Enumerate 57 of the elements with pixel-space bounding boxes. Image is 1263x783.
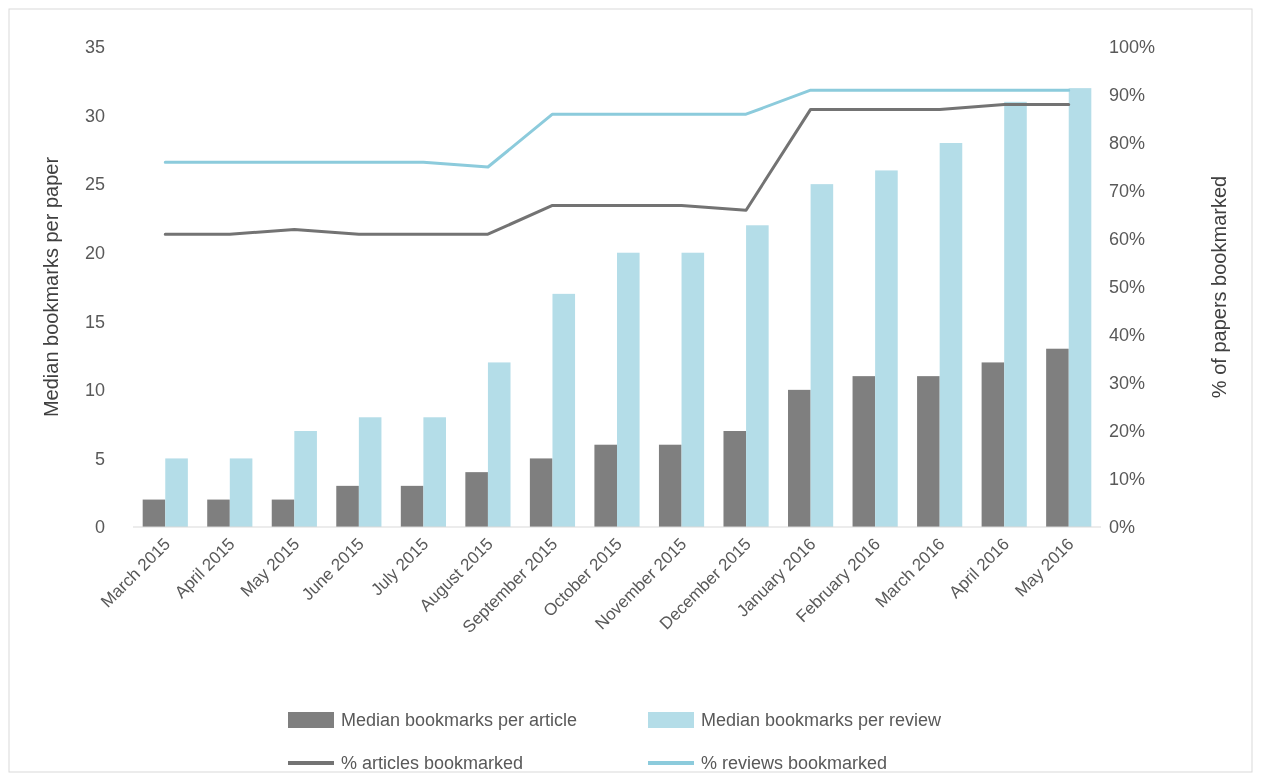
bar [142,499,166,527]
bar [981,362,1005,527]
y2-tick-label: 70% [1109,181,1146,202]
bar [917,376,940,527]
y-tick-label: 25 [84,174,105,195]
y2-tick-label: 0% [1109,517,1136,538]
bar [939,143,963,527]
bar [810,184,834,527]
y2-tick-label: 40% [1109,325,1146,346]
y-axis-title: Median bookmarks per paper [40,156,62,418]
legend-label: Median bookmarks per review [701,710,943,731]
bar [165,458,188,527]
bar [1046,348,1069,527]
y2-tick-label: 10% [1109,469,1146,490]
y2-tick-label: 50% [1109,277,1146,298]
bar [552,293,576,527]
bar [723,431,747,527]
bar [400,485,424,527]
y-tick-label: 10 [84,380,105,401]
bar [875,170,898,527]
y2-axis-title: % of papers bookmarked [1208,175,1230,399]
y2-tick-label: 80% [1109,133,1146,154]
bar [487,362,511,527]
bar [1068,88,1092,527]
line-series [163,88,1071,169]
legend-label: Median bookmarks per article [341,710,578,731]
bar [681,252,705,527]
y2-tick-label: 100% [1109,37,1156,58]
y2-tick-label: 30% [1109,373,1146,394]
bar [465,472,488,527]
bar [746,225,769,527]
bar [336,485,359,527]
y2-tick-label: 60% [1109,229,1146,250]
bar [423,417,446,527]
legend-label: % reviews bookmarked [701,753,888,774]
bar [788,389,811,527]
line-series [163,103,1071,236]
y-tick-label: 30 [84,105,105,126]
bar [207,499,230,527]
bar [358,417,382,527]
bar [529,458,553,527]
bar [229,458,253,527]
y-tick-label: 20 [84,243,105,264]
y-tick-label: 5 [94,448,105,469]
y2-tick-label: 20% [1109,421,1146,442]
y-tick-label: 0 [94,517,105,538]
y-tick-label: 35 [84,37,105,58]
bar [852,376,876,527]
bar [1004,101,1027,527]
bar [271,499,295,527]
bar [617,252,640,527]
y2-tick-label: 90% [1109,85,1146,106]
bar [658,444,682,527]
bar [294,431,317,527]
y-tick-label: 15 [84,311,105,332]
bar [594,444,617,527]
legend-label: % articles bookmarked [341,753,524,774]
